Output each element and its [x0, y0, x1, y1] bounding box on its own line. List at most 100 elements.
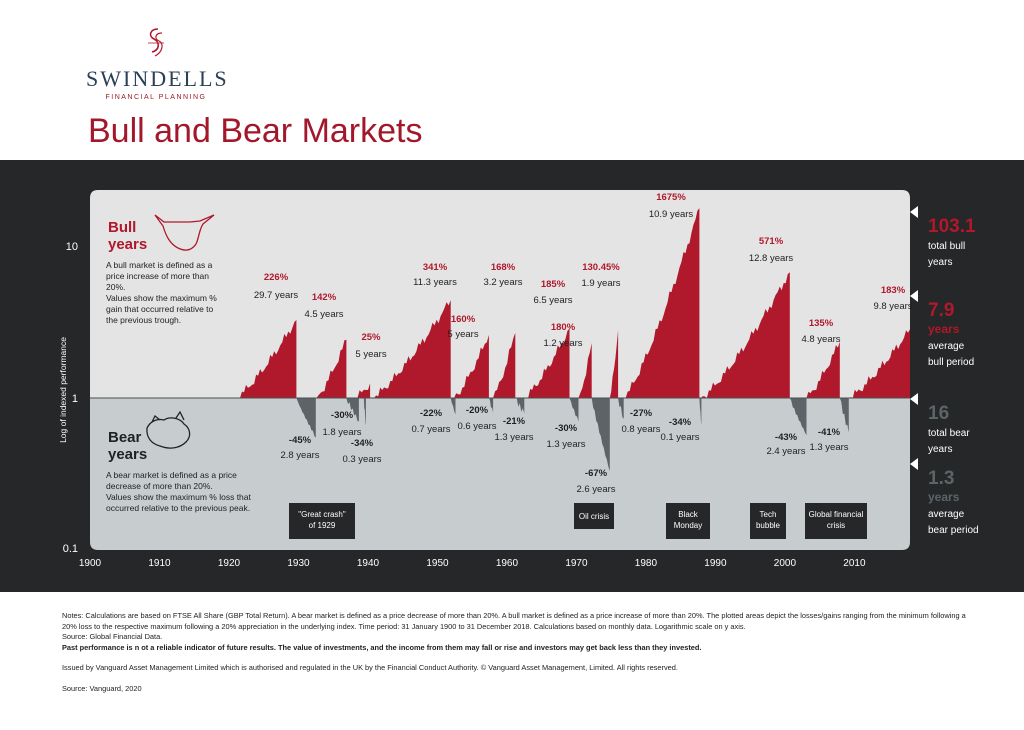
notes-text: Notes: Calculations are based on FTSE Al… — [62, 611, 966, 631]
event-label-box — [750, 503, 786, 539]
bear-box-description: decrease of more than 20%. — [106, 481, 213, 491]
bear-market-area — [346, 398, 359, 422]
bear-duration-label: 0.3 years — [342, 454, 381, 465]
bull-duration-label: 12.8 years — [749, 253, 794, 264]
bull-market-area — [493, 332, 516, 398]
stat-value: 103.1 — [928, 216, 976, 237]
bear-box-title: Bear — [108, 429, 142, 446]
notes-source: Source: Global Financial Data. — [62, 632, 163, 641]
bear-duration-label: 2.6 years — [576, 484, 615, 495]
bull-duration-label: 4.8 years — [801, 334, 840, 345]
y-tick-label: 1 — [72, 393, 78, 405]
stat-label: average — [928, 509, 965, 520]
bull-market-area — [524, 328, 570, 398]
stat-label: total bull — [928, 241, 965, 252]
x-tick-label: 2000 — [774, 558, 797, 569]
bull-box-description: Values show the maximum % — [106, 293, 217, 303]
x-tick-label: 1970 — [565, 558, 588, 569]
event-label-text: of 1929 — [309, 521, 336, 530]
bull-market-area — [235, 320, 297, 398]
bull-box-description: gain that occurred relative to — [106, 304, 214, 314]
x-tick-label: 1950 — [426, 558, 449, 569]
event-label-text: Monday — [674, 521, 702, 530]
bull-box-description: 20%. — [106, 282, 125, 292]
bear-market-area — [618, 398, 624, 419]
x-tick-label: 2010 — [843, 558, 866, 569]
bear-market-area — [569, 398, 579, 422]
brand-tagline: FINANCIAL PLANNING — [105, 94, 207, 101]
stat-pointer — [910, 458, 918, 470]
notes-block: Notes: Calculations are based on FTSE Al… — [62, 611, 982, 694]
bull-gain-label: 135% — [809, 318, 834, 329]
bear-box-description: A bear market is defined as a price — [106, 470, 237, 480]
event-label-box — [805, 503, 867, 539]
stat-pointer — [910, 290, 918, 302]
brand-name: SWINDELLS — [86, 66, 229, 91]
bear-market-area — [450, 398, 456, 415]
bull-market-area — [700, 272, 790, 398]
bear-box-title: years — [108, 446, 147, 463]
bear-loss-label: -27% — [630, 408, 653, 419]
page-title: Bull and Bear Markets — [88, 112, 423, 150]
bull-bear-chart: 10 1 0.1 Log of indexed performance 1900 1910… — [58, 190, 979, 569]
bear-loss-label: -21% — [503, 416, 526, 427]
bull-gain-label: 226% — [264, 272, 289, 283]
stat-label: years — [928, 322, 960, 336]
stat-value: 1.3 — [928, 468, 954, 489]
bull-gain-label: 341% — [423, 262, 448, 273]
bear-loss-label: -30% — [331, 410, 354, 421]
bull-box-description: the previous trough. — [106, 315, 181, 325]
bear-duration-label: 0.6 years — [457, 421, 496, 432]
bull-market-area — [623, 208, 700, 398]
bear-market-area — [296, 398, 316, 438]
bear-duration-label: 0.7 years — [411, 424, 450, 435]
bear-market-area — [488, 398, 494, 413]
event-label-text: bubble — [756, 521, 781, 530]
event-label-text: Tech — [760, 510, 777, 519]
notes-issuer: Issued by Vanguard Asset Management Limi… — [62, 663, 678, 672]
bear-market-area — [363, 398, 366, 426]
stat-pointer — [910, 393, 918, 405]
stat-pointer — [910, 206, 918, 218]
logo-monogram-icon — [148, 28, 164, 57]
bull-duration-label: 5 years — [447, 329, 478, 340]
event-label-text: Global financial — [809, 510, 864, 519]
bear-market-area — [789, 398, 807, 436]
x-tick-label: 1920 — [218, 558, 241, 569]
bull-duration-label: 9.8 years — [873, 301, 912, 312]
bull-market-area — [355, 383, 371, 398]
stat-value: 16 — [928, 403, 949, 424]
bear-loss-label: -67% — [585, 468, 608, 479]
bull-gain-label: 130.45% — [582, 262, 620, 273]
bull-gain-label: 1675% — [656, 192, 686, 203]
bear-duration-label: 0.1 years — [660, 432, 699, 443]
stat-label: years — [928, 444, 952, 455]
bear-box-description: occurred relative to the previous peak. — [106, 503, 250, 513]
bear-box-description: Values show the maximum % loss that — [106, 492, 252, 502]
x-tick-label: 1960 — [496, 558, 519, 569]
stat-label: bull period — [928, 357, 974, 368]
bear-market-area — [591, 398, 610, 472]
notes-disclaimer: Past performance is n ot a reliable indi… — [62, 642, 702, 652]
bear-loss-label: -34% — [669, 417, 692, 428]
notes-footer-source: Source: Vanguard, 2020 — [62, 683, 142, 693]
x-tick-label: 1980 — [635, 558, 658, 569]
stat-label: total bear — [928, 428, 970, 439]
bull-box-description: price increase of more than — [106, 271, 209, 281]
x-tick-label: 1930 — [287, 558, 310, 569]
stat-label: years — [928, 257, 952, 268]
bear-loss-label: -20% — [466, 405, 489, 416]
bull-duration-label: 3.2 years — [483, 277, 522, 288]
stat-label: average — [928, 341, 965, 352]
y-tick-label: 10 — [66, 241, 78, 253]
bear-market-area — [515, 398, 525, 414]
bear-head-icon — [146, 410, 191, 449]
bear-loss-label: -45% — [289, 435, 312, 446]
bull-gain-label: 571% — [759, 236, 784, 247]
x-tick-label: 1900 — [79, 558, 102, 569]
bear-loss-label: -41% — [818, 427, 841, 438]
bull-duration-label: 4.5 years — [304, 309, 343, 320]
bear-duration-label: 1.3 years — [494, 432, 533, 443]
event-label-box — [666, 503, 710, 539]
event-label-box — [574, 503, 614, 529]
